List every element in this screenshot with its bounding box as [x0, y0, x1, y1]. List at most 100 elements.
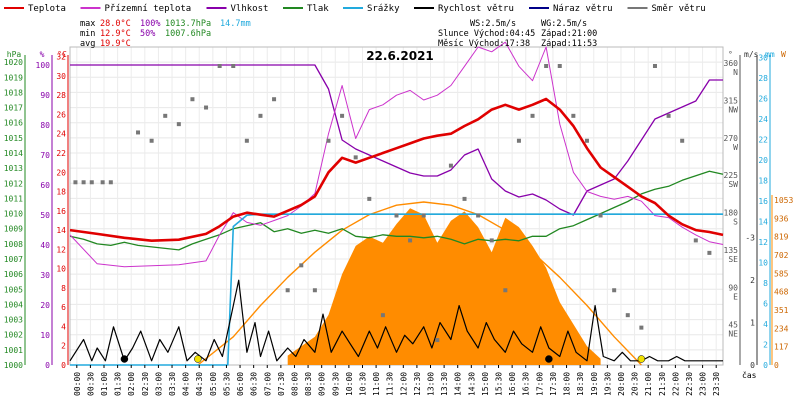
stat-pressure: 1013.7hPa: [165, 19, 211, 29]
mm-axis-label: mm: [765, 50, 775, 59]
wind-direction-point: [421, 213, 426, 218]
stat-label: max: [80, 19, 95, 29]
x-tick-label: 16:00: [508, 372, 517, 396]
x-tick-label: 20:30: [631, 372, 640, 396]
w-tick: 702: [774, 251, 789, 260]
temp-axis-label: °C: [57, 50, 67, 59]
w-tick: 1053: [774, 196, 793, 205]
hpa-tick: 1010: [4, 210, 23, 219]
legend-entry: Náraz větru: [553, 4, 613, 14]
stat-humidity: 100%: [140, 19, 160, 29]
wind-direction-points: [73, 64, 712, 363]
temp-tick: 26: [56, 110, 66, 119]
mm-tick: 12: [758, 238, 768, 247]
x-tick-label: 00:00: [73, 372, 82, 396]
wind-direction-point: [571, 113, 576, 118]
pct-tick: 40: [40, 241, 50, 250]
x-tick-label: 23:00: [699, 372, 708, 396]
wind-direction-point: [598, 213, 603, 218]
dir-tick: 90: [728, 283, 738, 292]
hpa-tick: 1003: [4, 316, 23, 325]
mm-tick: 0: [763, 361, 768, 370]
hpa-tick: 1013: [4, 164, 23, 173]
x-tick-label: 22:30: [685, 372, 694, 396]
wind-direction-point: [81, 180, 86, 185]
wind-direction-point: [217, 64, 222, 68]
x-tick-label: 17:00: [535, 372, 544, 396]
hpa-tick: 1007: [4, 255, 23, 264]
temp-tick: 22: [56, 149, 66, 158]
x-tick-label: 08:30: [304, 372, 313, 396]
x-tick-label: 13:30: [440, 372, 449, 396]
wind-direction-point: [73, 180, 78, 185]
legend-entry: Teplota: [28, 4, 66, 14]
x-tick-label: 07:30: [277, 372, 286, 396]
temp-tick: 28: [56, 91, 66, 100]
legend-entry: Vlhkost: [231, 4, 269, 14]
dir-tick: 135: [724, 246, 739, 255]
wind-direction-point: [149, 138, 154, 143]
pct-tick: 60: [40, 181, 50, 190]
x-tick-label: 13:00: [427, 372, 436, 396]
legend-entry: Přízemní teplota: [105, 4, 192, 14]
temp-tick: 8: [61, 284, 66, 293]
wind-direction-point: [108, 180, 113, 185]
x-tick-label: 23:30: [712, 372, 721, 396]
stat-temp: 28.0°C: [100, 19, 131, 29]
dir-tick-label: E: [733, 292, 738, 301]
temp-tick: 12: [56, 245, 66, 254]
mm-tick: 6: [763, 299, 768, 308]
dir-tick: 225: [724, 171, 739, 180]
hpa-tick: 1004: [4, 300, 23, 309]
x-tick-label: 15:30: [495, 372, 504, 396]
x-tick-label: 14:30: [467, 372, 476, 396]
dir-tick: 180: [724, 209, 739, 218]
x-tick-label: 22:00: [671, 372, 680, 396]
dir-tick: 315: [724, 96, 739, 105]
mm-tick: 4: [763, 320, 768, 329]
x-tick-label: 05:30: [222, 372, 231, 396]
wind-direction-point: [258, 113, 263, 118]
pressure-line: [69, 170, 724, 251]
ms-tick: 1: [750, 319, 755, 328]
info-sunset: Západ:21:00: [541, 29, 597, 39]
time-axis-label: čas: [742, 370, 757, 380]
info-moonset: Západ:11:53: [541, 39, 597, 49]
pct-tick: 10: [40, 331, 50, 340]
x-tick-label: 19:00: [590, 372, 599, 396]
temp-tick: 30: [56, 72, 66, 81]
dir-tick: 45: [728, 321, 738, 330]
info-ws: WS:2.5m/s: [470, 19, 516, 29]
sunset-marker: [637, 355, 646, 363]
x-tick-label: 18:00: [563, 372, 572, 396]
wind-speed-line: [69, 279, 723, 362]
hpa-tick: 1016: [4, 119, 23, 128]
hpa-tick: 1019: [4, 73, 23, 82]
x-tick-label: 19:30: [603, 372, 612, 396]
chart-title: 22.6.2021: [366, 49, 434, 63]
hpa-tick: 1009: [4, 225, 23, 234]
pct-tick: 90: [40, 91, 50, 100]
temp-tick: 32: [56, 53, 66, 62]
legend-entry: Směr větru: [652, 4, 706, 14]
w-axis-label: W: [781, 50, 786, 59]
dir-tick-label: SW: [728, 180, 738, 189]
legend-entry: Srážky: [367, 4, 400, 14]
legend-entry: Tlak: [307, 4, 329, 14]
moonset-marker: [120, 355, 129, 363]
stat-pressure: 1007.6hPa: [165, 29, 211, 39]
wind-direction-point: [612, 288, 617, 293]
hpa-tick: 1005: [4, 285, 23, 294]
dir-tick-label: W: [733, 143, 738, 152]
mm-tick: 2: [763, 340, 768, 349]
temp-tick: 16: [56, 207, 66, 216]
mm-tick: 22: [758, 135, 768, 144]
mm-tick: 18: [758, 176, 768, 185]
wind-direction-point: [448, 163, 453, 168]
mm-tick: 24: [758, 115, 768, 124]
info-sunrise: Slunce Východ:04:45: [438, 29, 535, 39]
solar-fill: [287, 208, 601, 365]
wind-direction-point: [204, 105, 209, 110]
dir-tick-label: SE: [728, 255, 738, 264]
wind-direction-point: [163, 113, 168, 118]
